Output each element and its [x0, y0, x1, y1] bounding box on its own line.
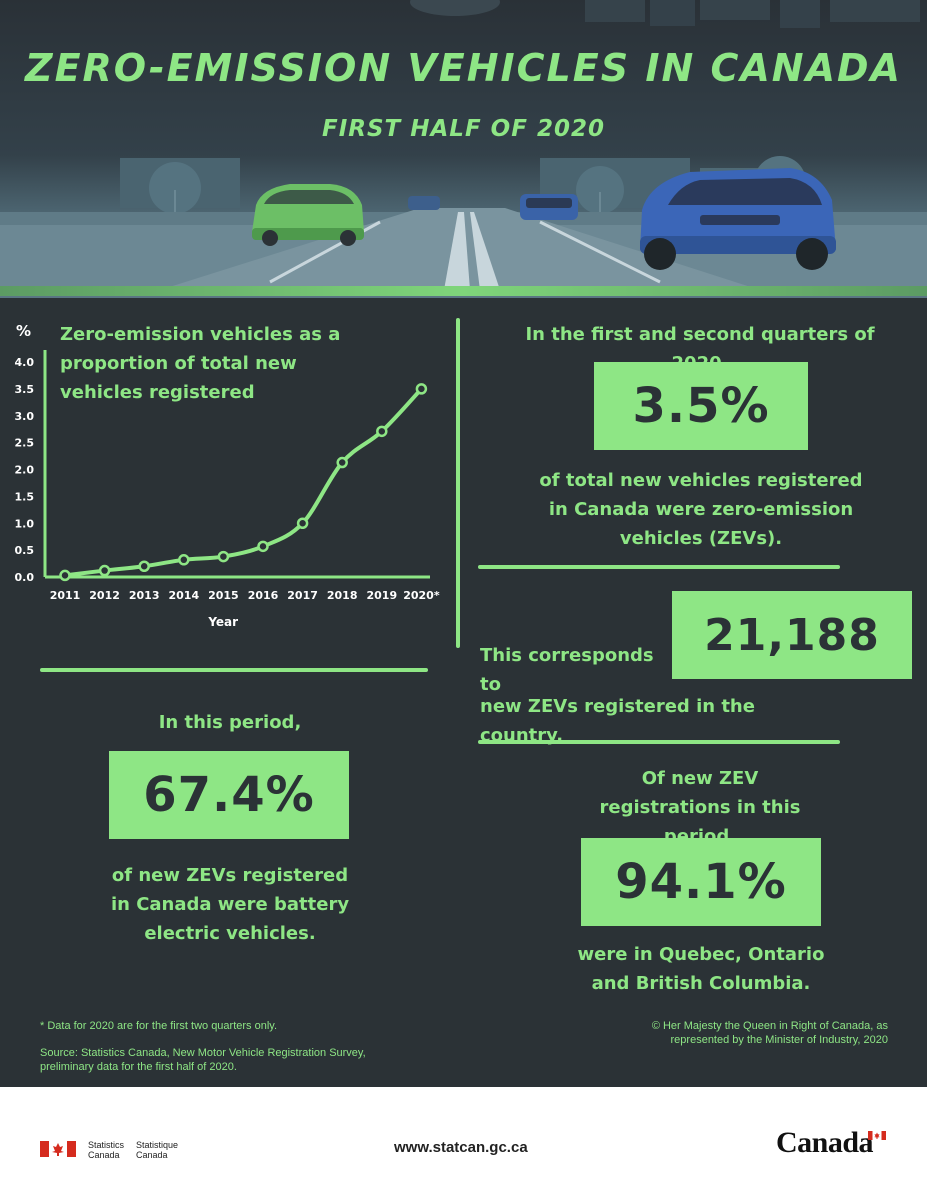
y-tick-label: 3.0 — [15, 410, 35, 423]
wordmark-flag-icon — [868, 1131, 886, 1140]
footer-bar — [0, 1087, 927, 1200]
data-point — [178, 554, 190, 566]
x-tick-label: 2012 — [89, 589, 120, 602]
x-tick-label: 2016 — [248, 589, 279, 602]
source-note: Source: Statistics Canada, New Motor Veh… — [40, 1047, 366, 1073]
canada-flag-icon — [40, 1141, 76, 1157]
data-point — [257, 540, 269, 553]
provinces-value: 94.1% — [581, 838, 821, 926]
zev-count-description: new ZEVs registered in the country. — [480, 696, 755, 746]
agency-name-en: Statistics Canada — [88, 1140, 125, 1160]
data-point — [138, 560, 150, 572]
x-tick-label: 2019 — [366, 589, 397, 602]
divider-left — [40, 668, 428, 672]
canada-wordmark: Canada — [776, 1126, 874, 1159]
y-tick-label: 1.5 — [15, 490, 35, 503]
road-scene-illustration — [0, 0, 927, 290]
zev-share-description: of total new vehicles registered in Cana… — [539, 470, 863, 549]
page-subtitle: FIRST HALF OF 2020 — [322, 116, 605, 142]
data-point — [59, 569, 71, 582]
data-point — [98, 564, 111, 577]
zev-share-value: 3.5% — [594, 362, 808, 450]
data-point — [217, 550, 230, 563]
y-tick-label: 4.0 — [15, 356, 35, 369]
divider-vertical — [456, 318, 460, 648]
x-axis-title: Year — [207, 615, 238, 629]
x-tick-label: 2018 — [327, 589, 358, 602]
x-tick-label: 2017 — [287, 589, 318, 602]
zev-count-intro: This corresponds to — [480, 645, 654, 695]
series-line — [63, 386, 424, 578]
provinces-description: were in Quebec, Ontario and British Colu… — [577, 944, 825, 994]
y-tick-label: 1.0 — [15, 517, 35, 530]
header-banner: ZERO-EMISSION VEHICLES IN CANADA FIRST H… — [0, 0, 927, 298]
bev-intro: In this period, — [158, 712, 302, 733]
divider-right-1 — [478, 565, 840, 569]
chart-title: Zero-emission vehicles as a proportion o… — [60, 324, 341, 403]
x-tick-label: 2020* — [403, 589, 440, 602]
data-footnote: * Data for 2020 are for the first two qu… — [40, 1020, 278, 1032]
y-tick-label: 3.5 — [15, 383, 35, 396]
website-url[interactable]: www.statcan.gc.ca — [394, 1139, 528, 1156]
copyright-note: © Her Majesty the Queen in Right of Cana… — [651, 1020, 888, 1046]
page-title: ZERO-EMISSION VEHICLES IN CANADA — [25, 46, 902, 90]
y-tick-label: 2.5 — [15, 437, 35, 450]
data-point — [415, 383, 428, 395]
y-tick-label: 2.0 — [15, 464, 35, 477]
data-point — [336, 456, 348, 469]
infographic-panel: ZERO-EMISSION VEHICLES IN CANADA FIRST H… — [0, 0, 927, 1087]
agency-name-fr: Statistique Canada — [136, 1140, 179, 1160]
header-divider-band — [0, 286, 927, 296]
bev-value: 67.4% — [109, 751, 349, 839]
x-tick-label: 2013 — [129, 589, 160, 602]
bev-description: of new ZEVs registered in Canada were ba… — [110, 865, 350, 944]
zev-count-value: 21,188 — [672, 591, 912, 679]
x-tick-label: 2014 — [168, 589, 199, 602]
divider-right-2 — [478, 740, 840, 744]
data-point — [296, 517, 309, 529]
zev-share-line-chart: 0.0 0.5 1.0 1.5 2.0 2.5 3.0 3.5 4.0 2011 2012 2013 2… — [15, 350, 440, 629]
y-tick-label: 0.5 — [15, 544, 35, 557]
x-tick-label: 2015 — [208, 589, 239, 602]
y-axis-unit-label: % — [16, 322, 32, 340]
y-tick-label: 0.0 — [15, 571, 35, 584]
x-tick-label: 2011 — [50, 589, 81, 602]
data-point — [376, 425, 388, 438]
